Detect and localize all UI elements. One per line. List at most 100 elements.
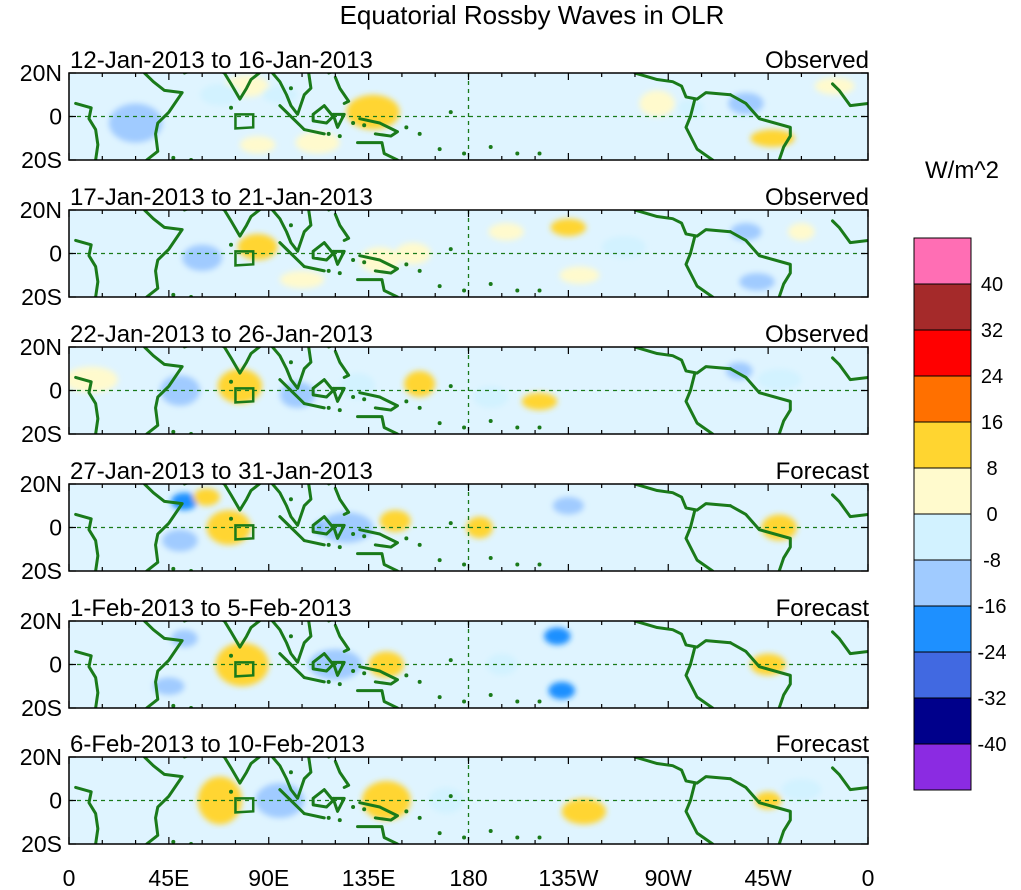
negative-anomaly xyxy=(601,236,647,258)
colorbar-swatch xyxy=(913,743,972,791)
island xyxy=(417,405,422,410)
negative-anomaly xyxy=(319,512,374,543)
coastline xyxy=(311,241,335,262)
island xyxy=(337,408,342,413)
panels-group: 20N 0 20S 12-Jan-2013 to 16-Jan-2013 Observe… xyxy=(20,47,870,857)
coastline xyxy=(830,493,868,519)
panel-status: Observed xyxy=(765,321,869,348)
coastline xyxy=(830,219,868,245)
island xyxy=(417,268,422,273)
reference-box xyxy=(234,250,255,267)
coastline xyxy=(220,484,262,512)
coastline xyxy=(633,621,732,649)
island xyxy=(288,360,293,365)
y-tick-label: 20S xyxy=(21,831,62,857)
coastline xyxy=(356,552,399,571)
coastline xyxy=(356,415,399,434)
coastline xyxy=(142,484,184,571)
panel-status: Observed xyxy=(765,184,869,211)
negative-anomaly xyxy=(739,273,775,291)
island xyxy=(351,805,356,810)
colorbar-label: -40 xyxy=(978,734,1007,756)
coastline xyxy=(278,515,306,543)
panel-period: 27-Jan-2013 to 31-Jan-2013 xyxy=(70,458,373,485)
island xyxy=(417,542,422,547)
island xyxy=(337,134,342,139)
island xyxy=(537,835,542,840)
island xyxy=(229,516,234,521)
coastline xyxy=(142,347,184,434)
island xyxy=(404,673,409,678)
coastline xyxy=(728,93,792,160)
negative-anomaly xyxy=(472,386,509,408)
colorbar-swatch xyxy=(913,605,972,653)
island xyxy=(515,288,520,293)
coastline xyxy=(684,234,715,297)
island xyxy=(362,807,367,812)
island xyxy=(404,262,409,267)
y-tick-label: 20N xyxy=(20,197,62,223)
anomaly-field xyxy=(69,210,868,297)
coastline xyxy=(684,645,715,708)
coastline xyxy=(633,73,732,101)
island xyxy=(437,558,442,563)
coastline xyxy=(633,757,732,785)
coastline xyxy=(356,278,399,297)
negative-anomaly xyxy=(108,103,163,143)
anomaly-field xyxy=(69,484,868,571)
island xyxy=(404,125,409,130)
coastline xyxy=(142,73,184,160)
island xyxy=(417,131,422,136)
island xyxy=(229,242,234,247)
positive-anomaly xyxy=(193,488,220,506)
island xyxy=(337,682,342,687)
coastline xyxy=(333,212,351,242)
coastline xyxy=(220,210,262,238)
island xyxy=(462,699,467,704)
coastline xyxy=(333,349,351,379)
positive-anomaly xyxy=(346,94,400,130)
colorbar-swatch xyxy=(913,467,972,515)
panel-status: Forecast xyxy=(776,458,870,485)
positive-anomaly xyxy=(379,510,411,532)
coastline xyxy=(728,367,792,434)
colorbar-swatch xyxy=(913,375,972,423)
island xyxy=(326,405,331,410)
chart-title: Equatorial Rossby Waves in OLR xyxy=(340,0,725,30)
colorbar-swatch xyxy=(913,697,972,745)
y-tick-label: 0 xyxy=(49,378,62,404)
anomaly-field xyxy=(69,757,868,844)
anomaly-field xyxy=(69,621,868,708)
negative-anomaly xyxy=(199,83,240,106)
x-tick-label: 45W xyxy=(744,865,792,890)
y-tick-label: 20S xyxy=(21,695,62,721)
coastline xyxy=(830,356,868,382)
coastlines xyxy=(74,621,868,708)
panel-4: 20N 0 20S 27-Jan-2013 to 31-Jan-2013 Forecas… xyxy=(20,458,870,584)
island xyxy=(337,545,342,550)
reference-box xyxy=(234,524,255,541)
anomaly-field xyxy=(69,73,868,160)
y-tick-label: 20N xyxy=(20,608,62,634)
positive-anomaly xyxy=(69,366,118,393)
island xyxy=(417,679,422,684)
island xyxy=(537,562,542,567)
coastline xyxy=(633,484,732,512)
island xyxy=(326,268,331,273)
island xyxy=(326,815,331,820)
coastline xyxy=(728,777,792,844)
panel-status: Forecast xyxy=(776,731,870,758)
island xyxy=(171,429,176,434)
coastline xyxy=(302,128,326,136)
coastline xyxy=(358,801,399,822)
coastline xyxy=(684,97,715,160)
positive-anomaly xyxy=(206,510,251,545)
x-tick-label: 90E xyxy=(248,865,289,890)
island xyxy=(288,497,293,502)
coastline xyxy=(358,117,399,138)
colorbar-swatch xyxy=(913,651,972,699)
y-tick-label: 20N xyxy=(20,744,62,770)
x-axis: 0 45E 90E 135E 180 135W 90W 45W 0 xyxy=(63,865,875,890)
island xyxy=(171,155,176,160)
